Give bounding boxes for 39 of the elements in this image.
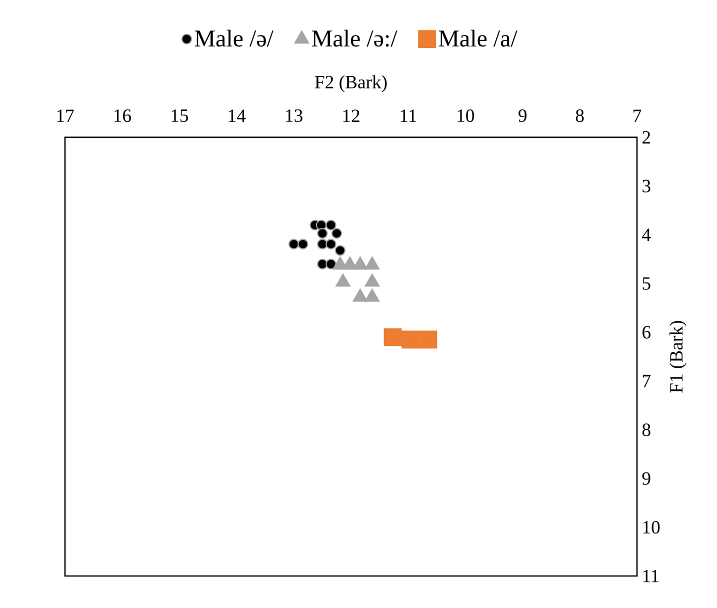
legend-label: Male /a/ (438, 30, 518, 47)
y-tick-label: 11 (643, 570, 659, 582)
y-tick-label: 9 (642, 472, 650, 485)
y-tick-label: 2 (642, 131, 650, 144)
y-tick-label: 4 (642, 228, 651, 241)
point (317, 238, 328, 250)
point (298, 238, 308, 250)
x-tick-label: 12 (343, 110, 360, 122)
point (326, 220, 336, 230)
point (331, 228, 342, 239)
point (384, 328, 402, 346)
y-axis-title: F1 (Bark) (670, 320, 686, 393)
legend-label: Male /ə/ (194, 30, 274, 47)
point (326, 238, 336, 250)
point (317, 228, 328, 239)
legend-label: Male /ə:/ (312, 30, 398, 47)
y-tick-label: 5 (642, 277, 650, 290)
y-tick-label: 7 (642, 374, 651, 388)
x-tick-label: 7 (634, 110, 642, 122)
y-tick-label: 3 (642, 180, 650, 192)
x-tick-label: 17 (57, 110, 74, 122)
x-axis-title: F2 (Bark) (314, 75, 387, 92)
x-tick-label: 9 (518, 109, 527, 122)
x-tick-label: 15 (172, 109, 188, 122)
y-tick-label: 8 (642, 423, 650, 436)
x-tick-label: 10 (458, 109, 474, 122)
point (317, 258, 328, 270)
x-tick-label: 14 (228, 110, 246, 122)
y-tick-label: 10 (643, 520, 660, 534)
x-tick-label: 8 (576, 109, 584, 122)
x-tick-label: 16 (114, 109, 131, 122)
point (419, 330, 438, 349)
x-tick-label: 11 (400, 110, 416, 122)
y-tick-label: 6 (642, 326, 650, 339)
point (288, 238, 300, 250)
x-tick-label: 13 (286, 109, 302, 122)
point (402, 330, 420, 349)
point (326, 258, 336, 270)
point (334, 245, 346, 256)
